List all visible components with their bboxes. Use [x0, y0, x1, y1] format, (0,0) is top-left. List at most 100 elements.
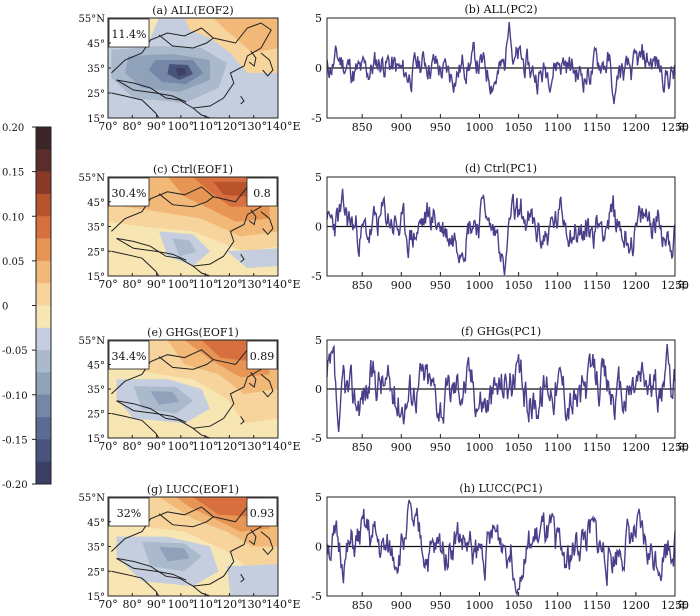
colorbar-cell [36, 305, 51, 329]
lon-tick-label: 80° [123, 598, 143, 611]
variance-box: 34.4% [108, 340, 150, 370]
variance-box-bg [108, 497, 150, 527]
colorbar-cell [36, 439, 51, 462]
coastline [248, 50, 257, 67]
lon-tick-label: 90° [147, 598, 167, 611]
colorbar-tick-label: 0.20 [2, 123, 24, 134]
x-tick-label: 950 [430, 441, 451, 454]
lat-tick-label: 55°N [79, 173, 106, 184]
x-tick-label: 950 [430, 121, 451, 134]
lon-tick-label: 100° [168, 598, 195, 611]
lon-tick-label: 130° [240, 598, 267, 611]
coastline [260, 211, 274, 236]
x-tick-label: 1000 [465, 599, 493, 612]
lat-tick-label: 45° [87, 361, 105, 372]
colorbar-cell [36, 238, 51, 262]
x-tick-label: 1250 [661, 441, 689, 454]
lat-tick-label: 15° [87, 272, 105, 283]
lat-tick-label: 55°N [79, 336, 106, 347]
x-tick-label: 1150 [583, 599, 611, 612]
x-tick-label: 1250 [661, 121, 689, 134]
pc-panel-b: (b) ALL(PC2) 5 0 -5 850 900 950 1000 1050 1100 115… [311, 3, 689, 134]
coastline [158, 34, 214, 49]
coastline [192, 427, 211, 438]
lat-tick-label: 45° [87, 518, 105, 529]
pc-panel-d: (d) Ctrl(PC1) 5 0 -5 850 900 950 1000 1050 1100 11… [311, 162, 689, 292]
x-tick-label: 850 [352, 599, 373, 612]
lon-tick-label: 140°E [266, 278, 301, 291]
y-tick-label: 5 [315, 171, 322, 184]
lat-tick-label: 15° [87, 114, 105, 125]
lon-tick-label: 100° [168, 120, 195, 133]
x-tick-label: 900 [391, 279, 412, 292]
lat-tick-label: 15° [87, 592, 105, 603]
lat-tick-label: 25° [87, 567, 105, 578]
coastline [116, 79, 187, 103]
y-tick-label: 5 [315, 12, 322, 25]
pc-title: (h) LUCC(PC1) [459, 482, 542, 495]
lat-tick-label: 35° [87, 543, 105, 554]
coastline [240, 253, 245, 263]
pc-title: (d) Ctrl(PC1) [465, 162, 537, 175]
pc-series-line [326, 21, 676, 105]
x-tick-label: 1150 [583, 121, 611, 134]
colorbar-tick-label: 0 [2, 302, 8, 313]
pc-series-line [326, 343, 676, 433]
coastline [260, 531, 274, 556]
variance-label: 11.4% [112, 28, 147, 41]
coastline [116, 400, 187, 423]
lat-tick-label: 55°N [79, 493, 106, 504]
region-cool-4 [227, 564, 278, 596]
lon-tick-label: 70° [98, 440, 118, 453]
coastline [111, 181, 272, 267]
map-field [108, 18, 278, 118]
lon-tick-label: 140°E [266, 440, 301, 453]
lon-tick-label: 90° [147, 278, 167, 291]
coastline [111, 22, 272, 109]
coastline [111, 250, 160, 276]
y-tick-label: -5 [311, 270, 322, 283]
lon-tick-label: 70° [98, 598, 118, 611]
coastline [111, 570, 160, 596]
variance-label: 34.4% [112, 350, 147, 363]
colorbar-cell [36, 283, 51, 306]
colorbar-cell [36, 260, 51, 284]
coastline [192, 107, 211, 118]
x-tick-label: 850 [352, 279, 373, 292]
region-se [223, 78, 278, 118]
variance-box: 32% [108, 497, 150, 527]
x-tick-label: 1100 [544, 121, 572, 134]
correlation-box-bg [246, 497, 278, 527]
lon-tick-label: 110° [192, 278, 219, 291]
coastline [111, 92, 160, 118]
coastline [260, 373, 274, 398]
lat-tick-label: 35° [87, 64, 105, 75]
coastline [111, 501, 272, 587]
x-tick-label: 900 [391, 599, 412, 612]
x-tick-label: 1200 [622, 121, 650, 134]
x-tick-label: 1150 [583, 279, 611, 292]
coastline [260, 52, 274, 77]
coastline [248, 372, 257, 388]
coastline [158, 193, 214, 208]
colorbar-cell [36, 350, 51, 373]
lon-tick-label: 70° [98, 278, 118, 291]
lon-tick-label: 140°E [266, 120, 301, 133]
colorbar-tick-label: 0.15 [2, 168, 24, 179]
lon-tick-label: 130° [240, 278, 267, 291]
coastline [116, 237, 187, 261]
x-tick-label: 950 [430, 599, 451, 612]
colorbar-cell [36, 417, 51, 440]
correlation-label: 0.93 [250, 507, 275, 520]
coastline [111, 413, 160, 438]
region-cool-3 [227, 248, 278, 269]
pc-series-line [326, 188, 676, 276]
region-cool-3 [159, 546, 190, 562]
pc-panel-f: (f) GHGs(PC1) 5 0 -5 850 900 950 1000 1050 1100 11… [311, 325, 689, 454]
pc-panel-h: (h) LUCC(PC1) 5 0 -5 850 900 950 1000 1050 1100 11… [311, 482, 689, 612]
colorbar-cell [36, 461, 51, 485]
x-tick-label: 850 [352, 441, 373, 454]
map-panel-e: (e) GHGs(EOF1)34.4% 0.89 55°N 45° 35° 25° 15°7… [79, 326, 301, 453]
coastline [192, 585, 211, 596]
